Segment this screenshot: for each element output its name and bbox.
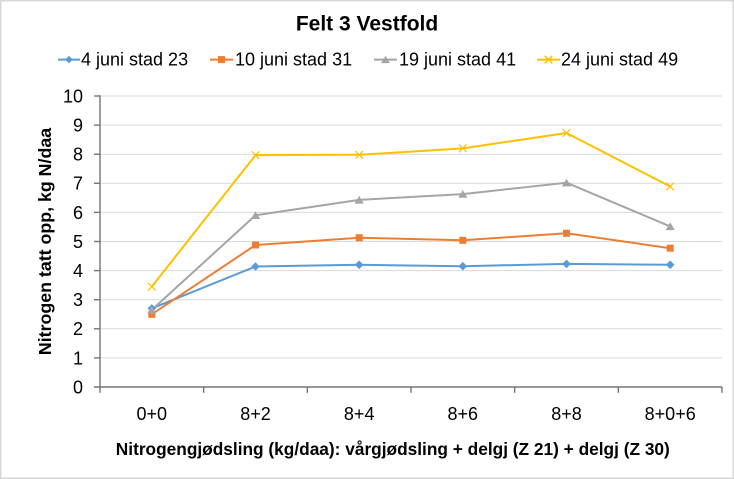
svg-text:24 juni stad 49: 24 juni stad 49 bbox=[561, 50, 678, 70]
svg-text:6: 6 bbox=[73, 203, 83, 223]
svg-text:7: 7 bbox=[73, 174, 83, 194]
svg-text:8+2: 8+2 bbox=[240, 404, 271, 424]
svg-text:10 juni stad 31: 10 juni stad 31 bbox=[235, 50, 352, 70]
svg-text:3: 3 bbox=[73, 290, 83, 310]
svg-text:4 juni stad 23: 4 juni stad 23 bbox=[81, 50, 188, 70]
svg-text:Nitrogengjødsling (kg/daa): vå: Nitrogengjødsling (kg/daa): vårgjødsling… bbox=[116, 439, 670, 459]
svg-text:8+4: 8+4 bbox=[344, 404, 375, 424]
svg-text:2: 2 bbox=[73, 319, 83, 339]
svg-text:19 juni stad 41: 19 juni stad 41 bbox=[399, 50, 516, 70]
svg-text:Nitrogen tatt opp, kg N/daa: Nitrogen tatt opp, kg N/daa bbox=[35, 128, 55, 355]
svg-text:0+0: 0+0 bbox=[137, 404, 168, 424]
svg-text:8+0+6: 8+0+6 bbox=[645, 404, 696, 424]
svg-text:4: 4 bbox=[73, 261, 83, 281]
svg-text:8+6: 8+6 bbox=[448, 404, 479, 424]
svg-text:5: 5 bbox=[73, 232, 83, 252]
svg-text:9: 9 bbox=[73, 116, 83, 136]
svg-text:1: 1 bbox=[73, 348, 83, 368]
svg-text:0: 0 bbox=[73, 377, 83, 397]
svg-text:8: 8 bbox=[73, 145, 83, 165]
svg-text:8+8: 8+8 bbox=[551, 404, 582, 424]
svg-text:10: 10 bbox=[63, 86, 83, 106]
svg-text:Felt 3 Vestfold: Felt 3 Vestfold bbox=[296, 13, 438, 36]
